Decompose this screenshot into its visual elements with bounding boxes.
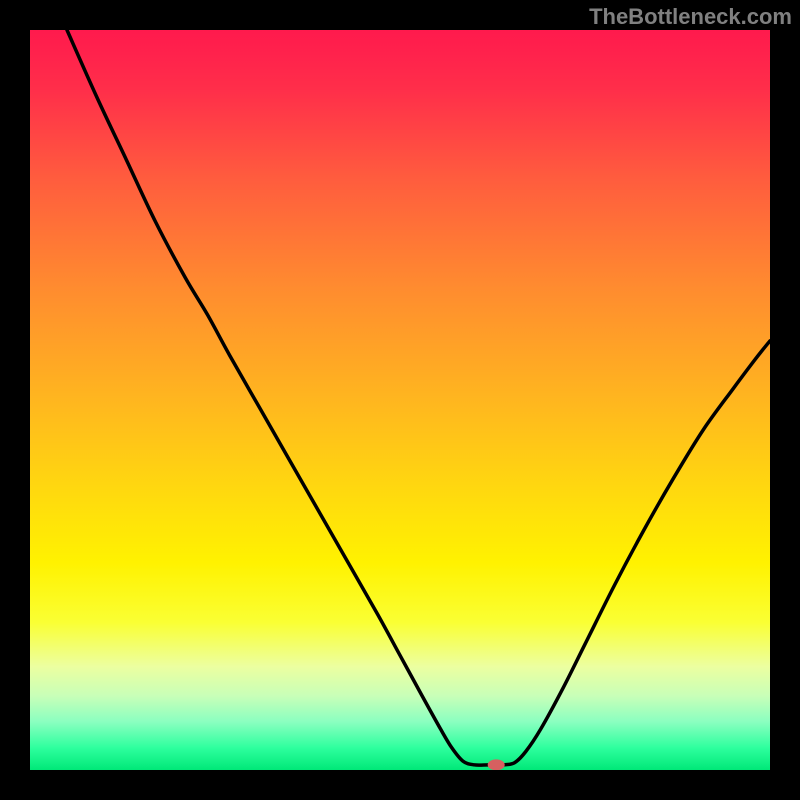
optimal-marker (488, 760, 504, 770)
bottleneck-chart (30, 30, 770, 770)
attribution-text: TheBottleneck.com (589, 4, 792, 30)
chart-background (30, 30, 770, 770)
chart-plot-area (30, 30, 770, 770)
